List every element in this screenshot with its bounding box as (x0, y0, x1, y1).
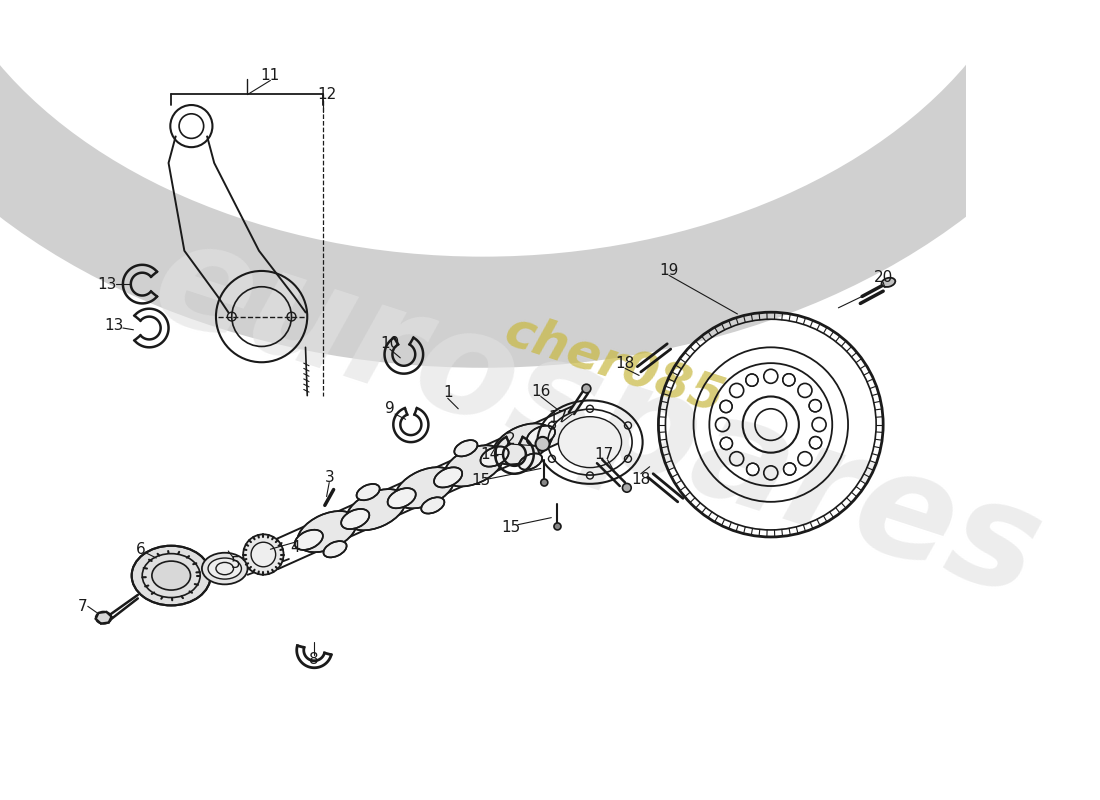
Ellipse shape (810, 399, 822, 412)
Ellipse shape (152, 561, 190, 590)
Ellipse shape (783, 463, 795, 475)
Ellipse shape (434, 467, 462, 487)
Ellipse shape (559, 417, 621, 467)
Text: 18: 18 (631, 471, 650, 486)
Ellipse shape (519, 454, 542, 470)
Text: 13: 13 (98, 277, 117, 292)
Ellipse shape (295, 530, 323, 550)
Ellipse shape (341, 509, 370, 529)
Ellipse shape (747, 463, 759, 475)
Ellipse shape (96, 611, 111, 624)
Text: 7: 7 (78, 599, 87, 614)
Text: 5: 5 (231, 556, 240, 570)
Ellipse shape (323, 541, 346, 558)
Text: 15: 15 (502, 520, 520, 534)
Ellipse shape (421, 498, 444, 514)
Ellipse shape (444, 446, 504, 486)
Text: 6: 6 (135, 542, 145, 557)
Text: 16: 16 (531, 384, 550, 398)
Text: 8: 8 (309, 652, 319, 667)
Circle shape (541, 479, 548, 486)
Circle shape (582, 384, 591, 393)
Ellipse shape (783, 374, 795, 386)
Ellipse shape (387, 488, 416, 508)
Ellipse shape (251, 542, 276, 567)
Ellipse shape (243, 534, 284, 574)
Text: 13: 13 (104, 318, 124, 333)
Text: 2: 2 (506, 432, 516, 447)
Text: 15: 15 (472, 474, 491, 488)
Text: 11: 11 (261, 68, 280, 82)
Ellipse shape (356, 484, 380, 500)
Text: 20: 20 (873, 270, 893, 285)
Text: 19: 19 (659, 262, 679, 278)
Text: 9: 9 (385, 402, 395, 416)
Ellipse shape (527, 426, 556, 446)
Ellipse shape (881, 278, 895, 287)
Ellipse shape (493, 423, 552, 465)
Ellipse shape (746, 374, 758, 386)
Text: cher085: cher085 (498, 307, 730, 423)
Text: 1: 1 (443, 386, 452, 401)
Ellipse shape (810, 437, 822, 449)
Text: 17: 17 (548, 410, 568, 425)
Text: 14: 14 (481, 447, 499, 462)
Circle shape (536, 437, 550, 451)
Ellipse shape (208, 558, 241, 579)
Text: eurospares: eurospares (136, 208, 1057, 627)
Ellipse shape (346, 489, 406, 530)
Ellipse shape (720, 438, 733, 450)
Ellipse shape (297, 511, 356, 552)
Text: 10: 10 (381, 336, 399, 351)
Text: 3: 3 (324, 470, 334, 485)
Ellipse shape (202, 553, 248, 584)
Ellipse shape (719, 400, 733, 413)
Text: 12: 12 (317, 87, 337, 102)
Ellipse shape (132, 546, 211, 606)
Circle shape (623, 483, 631, 492)
Text: 17: 17 (594, 447, 614, 462)
Ellipse shape (481, 446, 508, 466)
Circle shape (554, 523, 561, 530)
Text: 4: 4 (290, 540, 300, 555)
Ellipse shape (454, 440, 477, 456)
Text: 18: 18 (615, 356, 635, 370)
Ellipse shape (395, 467, 454, 508)
